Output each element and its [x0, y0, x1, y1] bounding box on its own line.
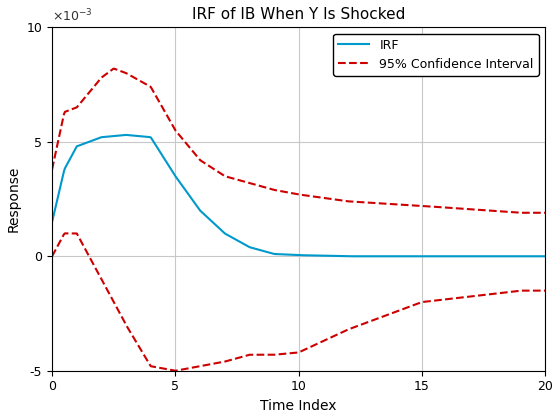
95% Confidence Interval [532, 210, 539, 215]
95% Confidence Interval [518, 210, 525, 215]
IRF [542, 254, 548, 259]
IRF [123, 132, 129, 137]
95% Confidence Interval [454, 206, 460, 211]
Title: IRF of IB When Y Is Shocked: IRF of IB When Y Is Shocked [192, 7, 405, 22]
IRF [49, 219, 55, 224]
95% Confidence Interval [316, 195, 323, 200]
95% Confidence Interval [111, 66, 118, 71]
IRF [343, 254, 350, 259]
Text: $\times10^{-3}$: $\times10^{-3}$ [52, 7, 93, 24]
Line: 95% Confidence Interval: 95% Confidence Interval [52, 69, 545, 213]
95% Confidence Interval [49, 167, 55, 172]
Legend: IRF, 95% Confidence Interval: IRF, 95% Confidence Interval [333, 34, 539, 76]
Y-axis label: Response: Response [7, 166, 21, 232]
95% Confidence Interval [284, 190, 291, 195]
95% Confidence Interval [287, 190, 293, 195]
IRF [455, 254, 461, 259]
Line: IRF: IRF [52, 135, 545, 256]
95% Confidence Interval [343, 199, 350, 204]
IRF [532, 254, 539, 259]
X-axis label: Time Index: Time Index [260, 399, 337, 413]
IRF [287, 252, 293, 257]
IRF [345, 254, 352, 259]
95% Confidence Interval [542, 210, 548, 215]
IRF [284, 252, 291, 257]
IRF [316, 253, 323, 258]
